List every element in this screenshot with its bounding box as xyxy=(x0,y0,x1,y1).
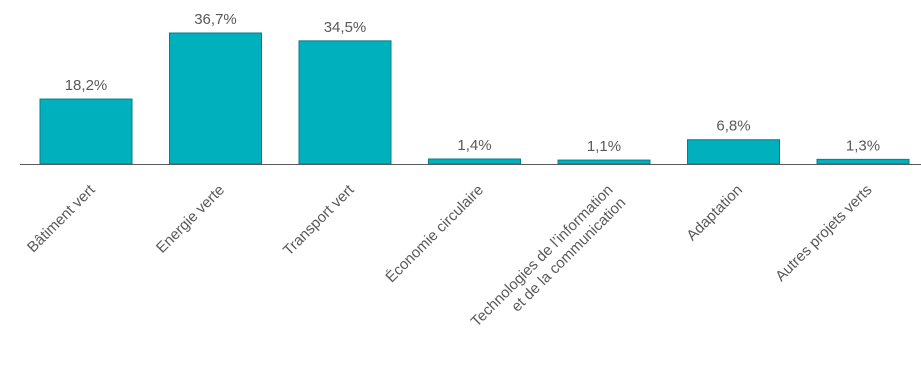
category-label: Technologies de l’informationet de la co… xyxy=(468,182,630,344)
bar-value-label: 1,4% xyxy=(457,137,491,154)
bar xyxy=(298,40,392,165)
bar-value-label: 34,5% xyxy=(324,19,367,36)
category-label: Autres projets verts xyxy=(772,182,875,285)
category-label-line: Transport vert xyxy=(280,181,358,259)
category-label: Energie verte xyxy=(153,182,228,257)
category-label: Économie circulaire xyxy=(382,182,487,287)
category-label-line: Bâtiment vert xyxy=(24,181,99,256)
bar xyxy=(39,98,133,165)
bar xyxy=(169,32,262,165)
category-label-line: Autres projets verts xyxy=(772,182,875,285)
bar xyxy=(687,139,780,165)
bar-value-label: 1,3% xyxy=(846,137,880,154)
category-label-line: Energie verte xyxy=(153,182,228,257)
category-label: Bâtiment vert xyxy=(24,181,99,256)
bar-value-label: 18,2% xyxy=(65,77,108,94)
category-label: Adaptation xyxy=(683,182,746,245)
bar-value-label: 1,1% xyxy=(587,138,621,155)
category-label-line: et de la communication xyxy=(508,194,629,315)
bar xyxy=(816,158,910,165)
category-label-line: Économie circulaire xyxy=(382,182,487,287)
category-labels-group: Bâtiment vert Energie verte Transport vert… xyxy=(24,181,876,344)
value-labels-group: 18,2% 36,7% 34,5% 1,4% 1,1% 6,8% 1,3% xyxy=(65,11,880,155)
category-label-line: Technologies de l’information xyxy=(468,182,617,331)
bar-value-label: 36,7% xyxy=(194,11,237,28)
category-label: Transport vert xyxy=(280,181,358,259)
category-label-line: Adaptation xyxy=(683,182,746,245)
bar xyxy=(557,159,651,165)
bars-group xyxy=(39,32,910,165)
bar-value-label: 6,8% xyxy=(716,118,750,135)
bar xyxy=(428,158,521,165)
